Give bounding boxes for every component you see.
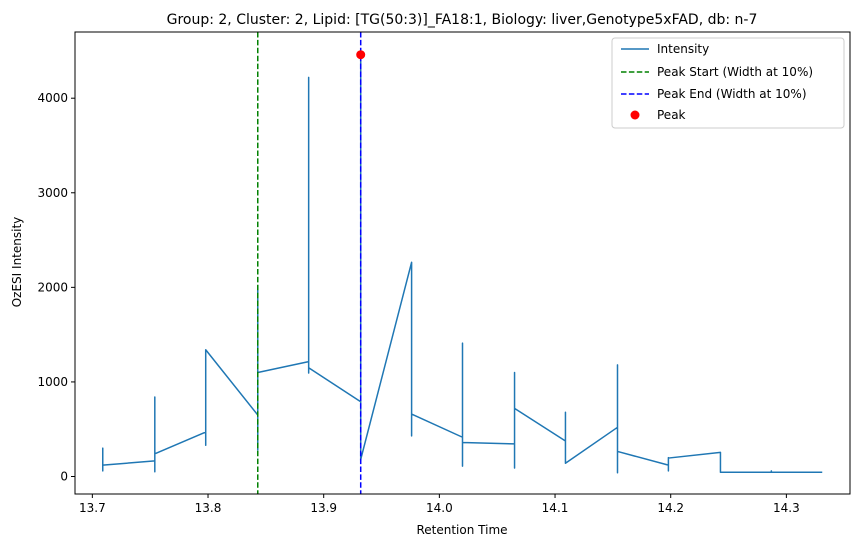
legend-peak-end-label: Peak End (Width at 10%)	[657, 87, 807, 101]
plot-area	[74, 31, 851, 495]
y-tick-label: 1000	[37, 375, 68, 389]
x-tick-label: 13.7	[79, 501, 106, 515]
peak-marker	[356, 50, 366, 60]
x-tick-label: 13.9	[310, 501, 337, 515]
x-tick-label: 14.3	[773, 501, 800, 515]
y-axis: 0 1000 2000 3000 4000	[37, 91, 75, 484]
legend-peak-label: Peak	[657, 108, 686, 122]
y-tick-label: 4000	[37, 91, 68, 105]
x-axis-label: Retention Time	[416, 523, 507, 537]
x-tick-label: 13.8	[195, 501, 222, 515]
legend: Intensity Peak Start (Width at 10%) Peak E…	[611, 37, 845, 129]
x-tick-label: 14.2	[657, 501, 684, 515]
y-axis-label: OzESI Intensity	[10, 217, 24, 308]
x-axis: 13.7 13.8 13.9 14.0 14.1 14.2 14.3	[79, 494, 800, 515]
chart-title: Group: 2, Cluster: 2, Lipid: [TG(50:3)]_…	[167, 12, 758, 28]
legend-peak-swatch	[630, 110, 640, 120]
axes-frame	[74, 31, 851, 495]
y-tick-label: 2000	[37, 280, 68, 294]
legend-box	[611, 37, 845, 129]
legend-peak-start-label: Peak Start (Width at 10%)	[657, 65, 813, 79]
x-tick-label: 14.1	[542, 501, 569, 515]
y-tick-label: 3000	[37, 186, 68, 200]
y-tick-label: 0	[60, 470, 68, 484]
intensity-series-line	[102, 53, 823, 474]
legend-intensity-label: Intensity	[657, 42, 709, 56]
x-tick-label: 14.0	[426, 501, 453, 515]
